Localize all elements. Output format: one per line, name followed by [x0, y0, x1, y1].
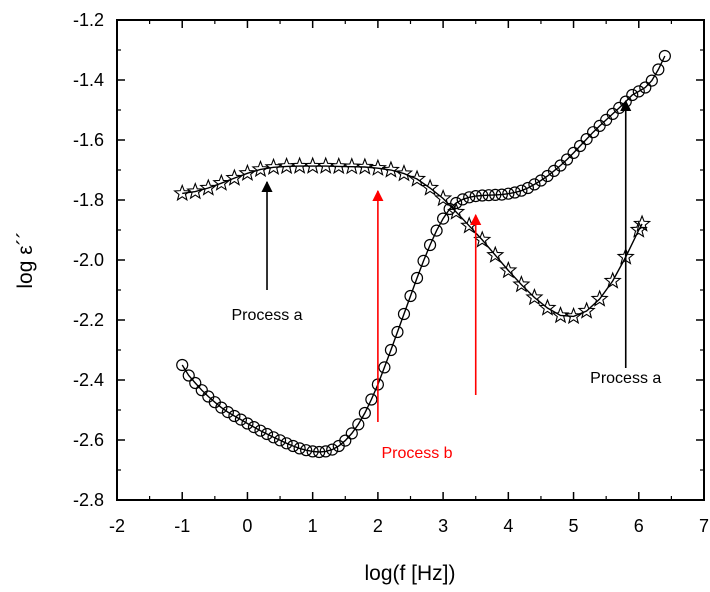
x-tick-label: 7	[699, 516, 709, 536]
y-tick-label: -1.4	[73, 70, 104, 90]
y-tick-label: -1.6	[73, 130, 104, 150]
star-point	[279, 158, 294, 172]
x-tick-label: 1	[308, 516, 318, 536]
star-point	[305, 158, 320, 172]
star-point	[292, 158, 307, 172]
annotation-label: Process a	[590, 370, 661, 387]
annotation-layer: Process a Process b Process a	[231, 101, 661, 462]
star-point	[566, 308, 581, 322]
x-tick-label: -2	[109, 516, 125, 536]
x-tick-label: 3	[438, 516, 448, 536]
star-point	[201, 180, 216, 194]
y-tick-label: -2.6	[73, 430, 104, 450]
y-tick-label: -2.4	[73, 370, 104, 390]
y-tick-labels: -2.8 -2.6 -2.4 -2.2 -2.0 -1.8 -1.6 -1.4 -1.2	[73, 10, 104, 510]
star-point	[253, 161, 268, 175]
y-tick-label: -2.2	[73, 310, 104, 330]
series-layer	[175, 51, 671, 458]
star-point	[227, 170, 242, 184]
x-tick-label: 5	[569, 516, 579, 536]
x-tick-label: 4	[503, 516, 513, 536]
star-series	[175, 158, 650, 323]
x-tick-label: 6	[634, 516, 644, 536]
x-tick-label: -1	[174, 516, 190, 536]
y-axis-title: log ε´´	[14, 231, 37, 288]
x-tick-label: 0	[242, 516, 252, 536]
annotation-label: Process a	[231, 307, 302, 324]
y-tick-label: -2.0	[73, 250, 104, 270]
ticks	[117, 20, 704, 500]
star-point	[266, 159, 281, 173]
star-point	[318, 158, 333, 172]
x-tick-label: 2	[373, 516, 383, 536]
annotation-label: Process b	[381, 445, 452, 462]
star-point	[344, 159, 359, 173]
star-point	[634, 216, 649, 230]
star-series-fit-line	[182, 166, 642, 316]
plot-frame	[117, 20, 704, 500]
star-point	[214, 175, 229, 189]
y-tick-label: -2.8	[73, 490, 104, 510]
star-point	[383, 162, 398, 176]
x-tick-labels: -2 -1 0 1 2 3 4 5 6 7	[109, 516, 709, 536]
circle-series	[177, 51, 671, 458]
star-point	[175, 185, 190, 199]
circle-series-fit-line	[182, 56, 665, 452]
y-tick-label: -1.2	[73, 10, 104, 30]
star-point	[331, 158, 346, 172]
x-axis-title: log(f [Hz])	[364, 562, 455, 585]
y-tick-label: -1.8	[73, 190, 104, 210]
